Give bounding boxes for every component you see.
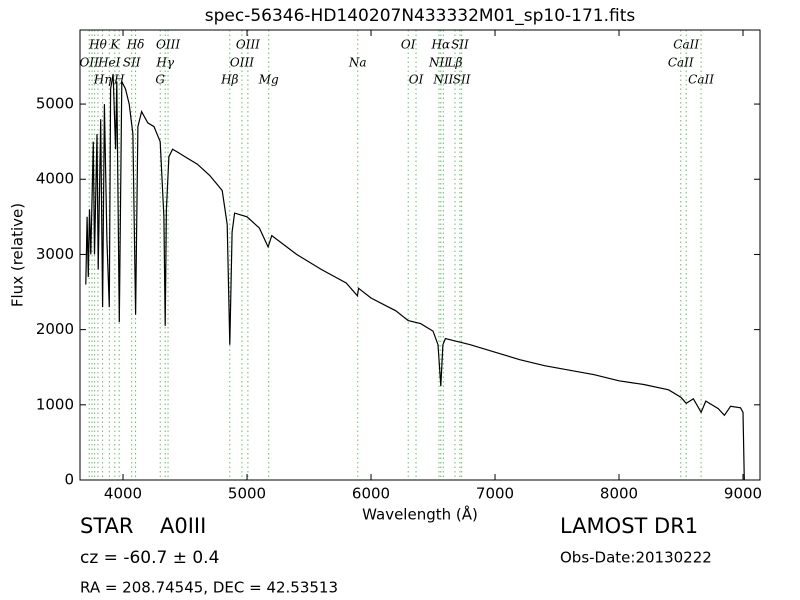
spectral-line-label: CaII <box>673 38 699 52</box>
x-tick-label: 4000 <box>104 485 142 503</box>
spectral-line-label: G <box>155 73 165 87</box>
spectral-line-label: SII <box>451 38 469 52</box>
y-tick-label: 4000 <box>36 170 74 188</box>
plot-frame <box>79 29 761 481</box>
x-tick-label: 5000 <box>228 485 266 503</box>
spectral-line-label: OI <box>401 38 416 52</box>
coordinates: RA = 208.74545, DEC = 42.53513 <box>80 579 338 597</box>
spectral-line-label: OII <box>80 56 100 70</box>
spectral-line-label: HeI <box>97 56 121 70</box>
spectral-line-label: Lβ <box>447 56 463 70</box>
x-tick-label: 7000 <box>476 485 514 503</box>
chart-title: spec-56346-HD140207N433332M01_sp10-171.f… <box>205 6 636 26</box>
spectral-line-label: CaII <box>688 73 714 87</box>
star-subclass: A0III <box>160 514 206 538</box>
spectral-line-label: OIII <box>230 56 254 70</box>
spectral-line-label: OIII <box>236 38 260 52</box>
y-tick-label: 2000 <box>36 320 74 338</box>
x-tick-label: 8000 <box>600 485 638 503</box>
spectral-line-label: SII <box>123 56 141 70</box>
spectral-line-label: Hα <box>431 38 451 52</box>
redshift: cz = -60.7 ± 0.4 <box>80 548 219 568</box>
y-tick-label: 5000 <box>36 95 74 113</box>
survey: LAMOST DR1 <box>560 514 698 538</box>
y-tick-label: 1000 <box>36 395 74 413</box>
spectral-line-label: Mg <box>258 73 279 87</box>
spectral-line-label: NII <box>428 56 449 70</box>
spectral-line-label: CaII <box>668 56 694 70</box>
y-tick-label: 0 <box>64 471 74 489</box>
spectral-line-label: K <box>109 38 120 52</box>
spectral-line-label: Hη <box>93 73 112 87</box>
y-axis-label: Flux (relative) <box>9 203 27 307</box>
x-tick-label: 9000 <box>724 485 762 503</box>
spectral-line-label: NII <box>432 73 453 87</box>
spectral-line-label: SII <box>453 73 471 87</box>
y-tick-label: 3000 <box>36 245 74 263</box>
spectral-line-label: Hδ <box>126 38 145 52</box>
spectral-line-label: Hθ <box>88 38 107 52</box>
x-tick-label: 6000 <box>352 485 390 503</box>
spectral-line-label: OI <box>409 73 424 87</box>
spectral-line-label: Hβ <box>220 73 238 87</box>
star-class: STAR <box>80 514 133 538</box>
spectrum-line <box>85 73 745 481</box>
spectral-line-label: OIII <box>156 38 180 52</box>
x-axis-label: Wavelength (Å) <box>362 505 478 524</box>
spectral-line-label: Na <box>348 56 367 70</box>
obs-date: Obs-Date:20130222 <box>560 549 712 567</box>
spectral-line-label: Hγ <box>155 56 174 70</box>
